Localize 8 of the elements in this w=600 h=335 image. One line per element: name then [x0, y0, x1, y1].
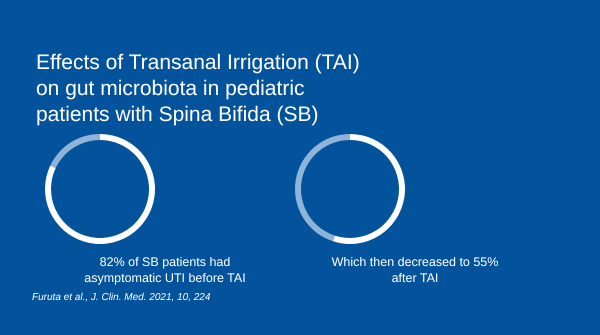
- donut-slice: [295, 134, 350, 242]
- text: Which then decreased to 55% after TAI: [330, 254, 500, 286]
- donut-slice: [50, 134, 100, 168]
- text: Effects of Transanal Irrigation (TAI) on gut microbiota in pediatric patients with Spina Bifida (SB): [36, 50, 361, 128]
- text: Furuta et al., J. Clin. Med. 2021, 10, 224: [32, 292, 210, 303]
- donut-slice: [45, 134, 155, 244]
- text: 82% of SB patients had asymptomatic UTI before TAI: [83, 254, 247, 286]
- donut-slice: [333, 134, 405, 244]
